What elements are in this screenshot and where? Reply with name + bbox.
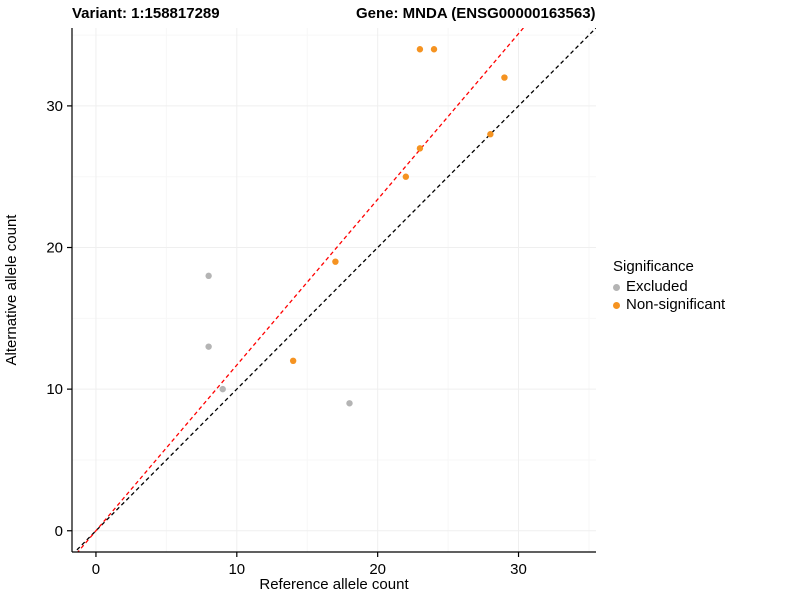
gene-title: Gene: MNDA (ENSG00000163563) (356, 5, 596, 22)
point-non-significant (402, 173, 410, 180)
y-tick-label: 20 (46, 240, 63, 257)
y-tick-label: 10 (46, 381, 63, 398)
excluded-dot-icon (613, 283, 620, 291)
legend-entry-excluded: Excluded (613, 278, 725, 296)
axes (67, 28, 596, 557)
point-non-significant (332, 258, 339, 265)
x-tick-label: 10 (228, 561, 245, 578)
legend-entry-label: Excluded (626, 278, 688, 295)
point-excluded (205, 272, 212, 280)
point-excluded (205, 343, 212, 350)
point-non-significant (289, 357, 297, 365)
gridlines (72, 28, 596, 552)
identity-line (73, 28, 596, 552)
legend-entry-label: Non-significant (626, 296, 726, 313)
point-non-significant (416, 145, 424, 152)
y-tick-label: 0 (55, 523, 63, 540)
x-tick-label: 30 (510, 561, 527, 578)
x-tick-label: 20 (369, 561, 386, 578)
reference-lines (73, 28, 596, 552)
legend: Significance Excluded Non-significant (613, 258, 725, 314)
legend-entry-non-significant: Non-significant (613, 296, 725, 314)
y-tick-label: 30 (46, 98, 63, 115)
variant-title: Variant: 1:158817289 (72, 5, 220, 22)
x-tick-label: 0 (92, 561, 100, 578)
tick-labels: 0 10 20 30 0 10 20 30 (46, 98, 527, 578)
point-non-significant (430, 46, 438, 53)
point-non-significant (487, 131, 494, 138)
point-non-significant (501, 74, 508, 81)
fit-line (77, 28, 525, 552)
data-points (205, 46, 508, 407)
point-non-significant (416, 46, 424, 53)
point-excluded (219, 385, 226, 393)
legend-title: Significance (613, 258, 694, 275)
y-axis-label: Alternative allele count (3, 214, 20, 366)
point-excluded (346, 400, 353, 407)
x-axis-label: Reference allele count (259, 576, 409, 593)
non-significant-dot-icon (613, 301, 620, 309)
